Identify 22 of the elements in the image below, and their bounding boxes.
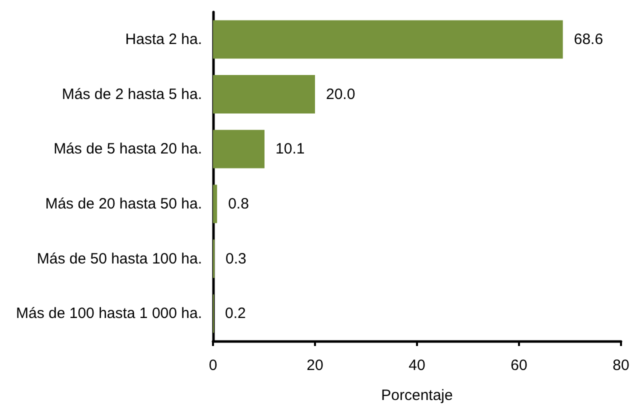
x-axis-title: Porcentaje: [381, 387, 453, 404]
data-label: 68.6: [574, 30, 604, 48]
y-tick-label: Más de 100 hasta 1 000 ha.: [16, 305, 202, 322]
y-tick-label: Más de 5 hasta 20 ha.: [54, 140, 202, 158]
data-label: 0.8: [228, 195, 249, 212]
data-label: 0.3: [226, 250, 246, 268]
bar: [213, 20, 563, 59]
x-tick-label: 0: [208, 357, 218, 374]
x-tick-label: 40: [408, 357, 426, 374]
y-tick-label: Más de 20 hasta 50 ha.: [45, 195, 202, 212]
y-tick-label: Hasta 2 ha.: [125, 30, 202, 48]
data-label: 20.0: [326, 86, 356, 103]
bar: [213, 184, 218, 224]
x-tick-label: 60: [510, 357, 528, 374]
bar: [213, 130, 265, 168]
x-tick-label: 80: [612, 357, 630, 374]
data-label: 10.1: [276, 140, 305, 158]
data-label: 0.2: [225, 305, 246, 322]
y-tick-label: Más de 50 hasta 100 ha.: [36, 250, 202, 268]
bar: [213, 75, 315, 114]
y-tick-label: Más de 2 hasta 5 ha.: [62, 86, 202, 103]
x-tick-label: 20: [306, 357, 324, 374]
